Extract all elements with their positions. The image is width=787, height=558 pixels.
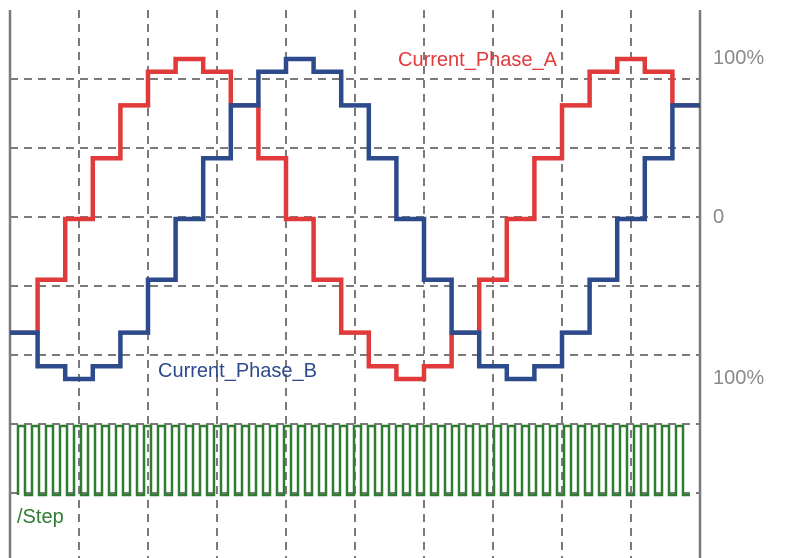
series-label-step: /Step xyxy=(17,506,64,528)
labels: Current_Phase_A Current_Phase_B /Step 10… xyxy=(17,47,764,528)
y-tick-label-top: 100% xyxy=(713,47,764,69)
series-label-phase-b: Current_Phase_B xyxy=(158,360,317,382)
grid xyxy=(8,10,702,558)
traces xyxy=(10,56,700,497)
y-tick-label-bottom: 100% xyxy=(713,367,764,389)
y-tick-label-zero: 0 xyxy=(713,206,724,228)
current-phase-b-trace xyxy=(10,56,700,382)
step-pulse-trace xyxy=(16,424,690,497)
series-label-phase-a: Current_Phase_A xyxy=(398,49,558,71)
current-phase-a-trace xyxy=(10,56,700,382)
